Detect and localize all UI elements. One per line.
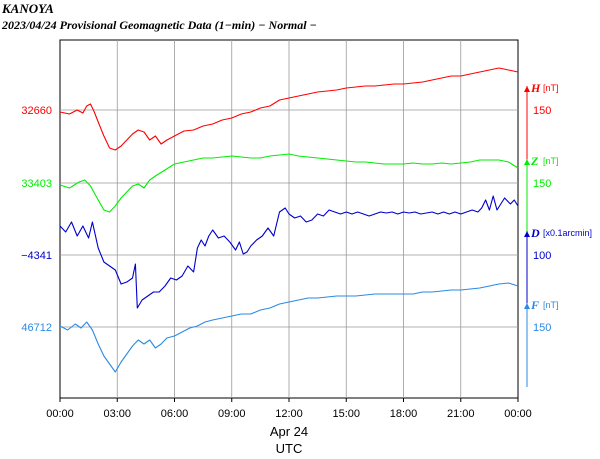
baseline-label-z: 33403 [21, 178, 52, 190]
chart-title: KANOYA [1, 1, 54, 16]
scale-arrow-head-d [524, 231, 530, 237]
x-axis-label: UTC [276, 441, 303, 456]
x-tick-label: 00:00 [504, 408, 532, 420]
x-tick-label: 03:00 [103, 408, 131, 420]
scale-arrow-head-z [524, 159, 530, 165]
series-line-f [59, 282, 519, 373]
component-name-f: F [530, 298, 539, 312]
x-tick-label: 15:00 [332, 408, 360, 420]
x-tick-label: 18:00 [390, 408, 418, 420]
x-axis-ticks: 00:00 03:00 06:00 09:00 12:00 15:00 18:00 21:00… [46, 398, 532, 420]
grid-lines [60, 40, 518, 398]
scale-arrow-head-f [524, 303, 530, 309]
x-tick-label: 21:00 [447, 408, 475, 420]
x-tick-label: 06:00 [161, 408, 189, 420]
x-tick-label: 12:00 [275, 408, 303, 420]
x-tick-label: 00:00 [46, 408, 74, 420]
scale-value-z: 150 [533, 178, 551, 190]
x-axis-date-label: Apr 24 [270, 424, 308, 439]
series-line-h [59, 67, 519, 151]
component-unit-z: [nT] [543, 156, 559, 166]
component-name-h: H [530, 81, 541, 95]
component-unit-f: [nT] [543, 300, 559, 310]
scale-value-h: 150 [533, 105, 551, 117]
scale-value-f: 150 [533, 322, 551, 334]
baseline-labels: 32660 33403 −4341 46712 [21, 105, 52, 334]
chart-subtitle: 2023/04/24 Provisional Geomagnetic Data … [1, 18, 317, 32]
x-tick-label: 09:00 [218, 408, 246, 420]
baseline-label-f: 46712 [21, 322, 52, 334]
component-unit-d: [x0.1arcmin] [543, 228, 592, 238]
baseline-label-d: −4341 [21, 250, 52, 262]
scale-value-d: 100 [533, 250, 551, 262]
component-unit-h: [nT] [543, 83, 559, 93]
series-line-z [59, 153, 519, 213]
scale-arrow-head-h [524, 86, 530, 92]
component-name-z: Z [530, 154, 539, 168]
series-layer [59, 67, 519, 373]
series-line-d [59, 195, 519, 309]
component-name-d: D [530, 226, 540, 240]
baseline-label-h: 32660 [21, 105, 52, 117]
